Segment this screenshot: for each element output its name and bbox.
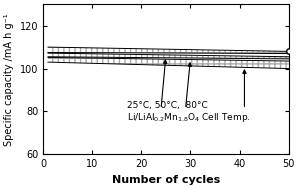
Text: 25°C, 50°C,  80°C
Li/LiAl$_{0.2}$Mn$_{1.8}$O$_4$ Cell Temp.: 25°C, 50°C, 80°C Li/LiAl$_{0.2}$Mn$_{1.8… [126,101,250,124]
X-axis label: Number of cycles: Number of cycles [112,175,220,185]
Y-axis label: Specific capacity /mA h g⁻¹: Specific capacity /mA h g⁻¹ [4,13,14,146]
